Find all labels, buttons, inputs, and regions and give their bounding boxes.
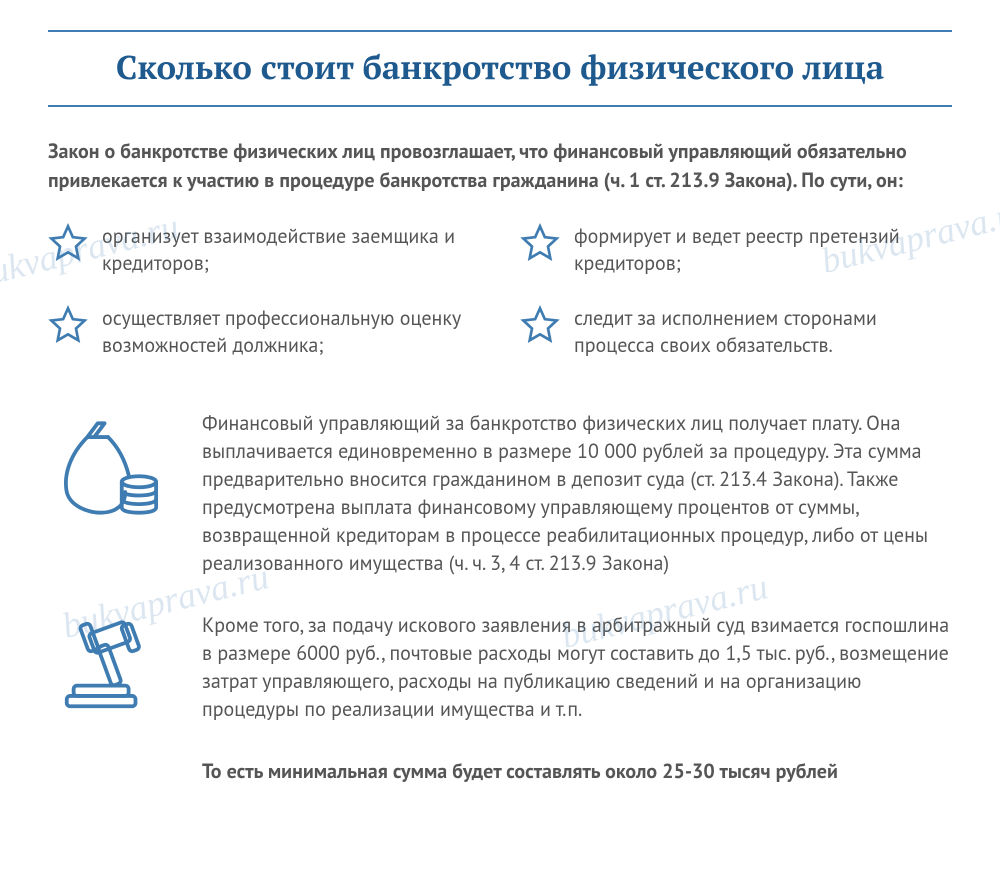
money-bag-icon [48,409,168,523]
bullet-item: следит за исполнением сторонами процесса… [520,305,952,359]
intro-paragraph: Закон о банкротстве физических лиц прово… [48,137,952,195]
page-title: Сколько стоит банкротство физического ли… [48,46,952,89]
bullet-item: осуществляет профессиональную оценку воз… [48,305,480,359]
star-icon [520,223,560,263]
summary-line: То есть минимальная сумма будет составля… [48,757,952,785]
block-text: Кроме того, за подачу искового заявления… [202,611,952,723]
bullet-text: организует взаимодействие заемщика и кре… [102,223,480,277]
bullet-item: формирует и ведет реестр претензий креди… [520,223,952,277]
block-text: Финансовый управляющий за банкротство фи… [202,409,952,577]
info-block-payment: Финансовый управляющий за банкротство фи… [48,409,952,577]
bullet-grid: организует взаимодействие заемщика и кре… [48,223,952,359]
star-icon [48,223,88,263]
star-icon [520,305,560,345]
gavel-icon [48,611,168,715]
star-icon [48,305,88,345]
bullet-item: организует взаимодействие заемщика и кре… [48,223,480,277]
info-block-fees: Кроме того, за подачу искового заявления… [48,611,952,723]
bullet-text: следит за исполнением сторонами процесса… [574,305,952,359]
bullet-text: осуществляет профессиональную оценку воз… [102,305,480,359]
bullet-text: формирует и ведет реестр претензий креди… [574,223,952,277]
